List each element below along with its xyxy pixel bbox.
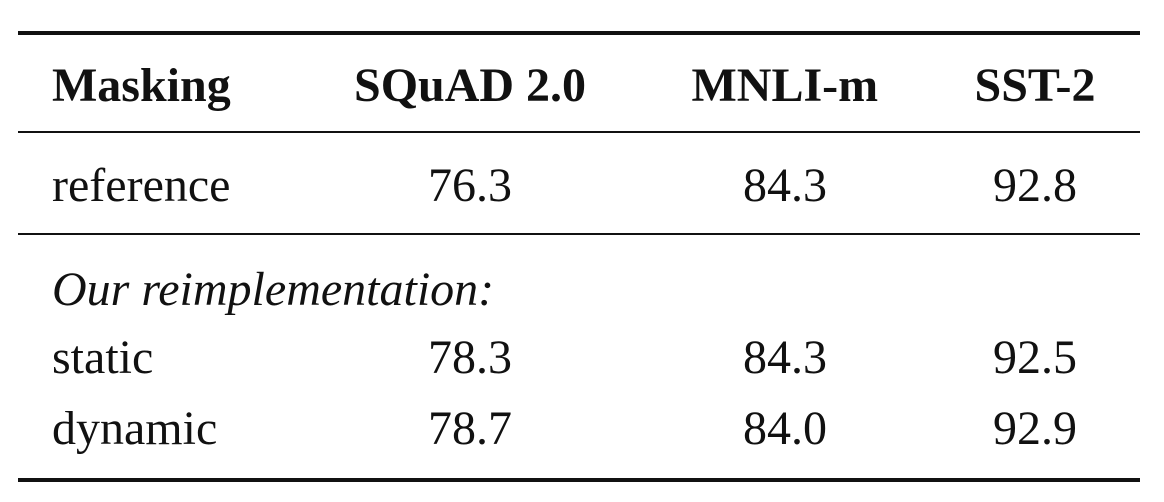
- header-rule: [18, 131, 1140, 133]
- value-cell: 78.7: [428, 402, 512, 455]
- value-cell: 84.0: [743, 402, 827, 455]
- row-label: dynamic: [52, 402, 218, 455]
- value-cell: 76.3: [428, 159, 512, 212]
- value-cell: 92.9: [993, 402, 1077, 455]
- value-cell: 92.5: [993, 331, 1077, 384]
- header-cell: Masking: [52, 59, 231, 112]
- top-rule: [18, 31, 1140, 35]
- header-cell: SQuAD 2.0: [354, 59, 587, 112]
- row-label: static: [52, 331, 154, 384]
- bottom-rule: [18, 478, 1140, 482]
- value-cell: 84.3: [743, 159, 827, 212]
- section-label: Our reimplementation:: [52, 263, 495, 316]
- header-cell: MNLI-m: [691, 59, 879, 112]
- header-cell: SST-2: [974, 59, 1096, 112]
- mid-rule: [18, 233, 1140, 235]
- row-label: reference: [52, 159, 231, 212]
- value-cell: 84.3: [743, 331, 827, 384]
- value-cell: 78.3: [428, 331, 512, 384]
- value-cell: 92.8: [993, 159, 1077, 212]
